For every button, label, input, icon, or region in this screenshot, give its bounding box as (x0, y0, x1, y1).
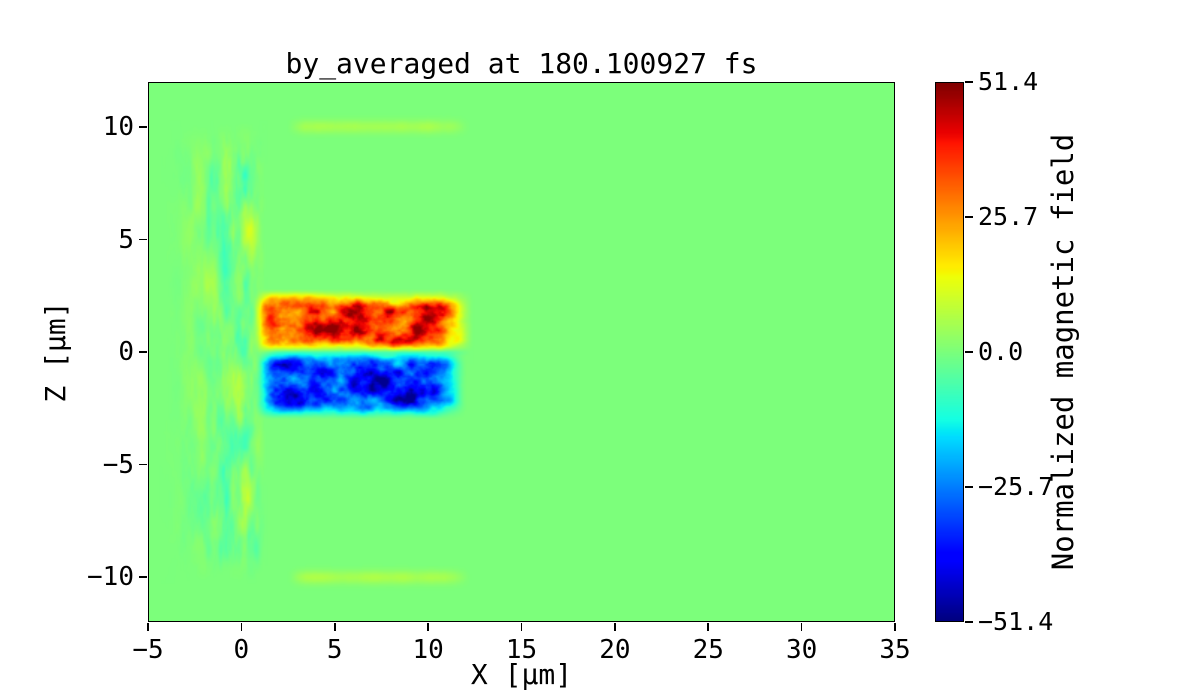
y-tick-mark (139, 238, 147, 241)
colorbar (935, 82, 964, 622)
y-tick-mark (139, 576, 147, 578)
x-tick-mark (240, 623, 243, 631)
x-tick-mark (427, 623, 429, 631)
colorbar-tick-mark (965, 81, 973, 83)
x-tick-mark (800, 623, 803, 631)
heatmap-canvas (149, 83, 894, 621)
y-tick-mark (139, 351, 147, 353)
colorbar-tick-mark (965, 621, 973, 623)
chart-title: by_averaged at 180.100927 fs (285, 47, 758, 80)
y-tick-mark (139, 126, 147, 128)
x-tick-mark (614, 623, 616, 631)
x-tick-mark (333, 623, 336, 631)
x-tick-mark (707, 623, 710, 631)
x-tick-mark (147, 623, 149, 631)
colorbar-canvas (936, 83, 963, 621)
colorbar-label: Normalized magnetic field (1046, 133, 1080, 571)
x-tick-mark (520, 623, 523, 631)
plot-area (148, 82, 895, 622)
y-axis-label: Z [μm] (39, 301, 72, 403)
y-tick-label: −10 (87, 562, 134, 592)
x-tick-mark (894, 623, 896, 631)
colorbar-tick-mark (965, 486, 973, 488)
colorbar-tick-mark (965, 351, 973, 353)
y-tick-mark (139, 463, 147, 466)
x-axis-label: X [μm] (470, 658, 573, 691)
y-tick-label: 10 (102, 112, 134, 142)
colorbar-tick-mark (965, 216, 973, 218)
